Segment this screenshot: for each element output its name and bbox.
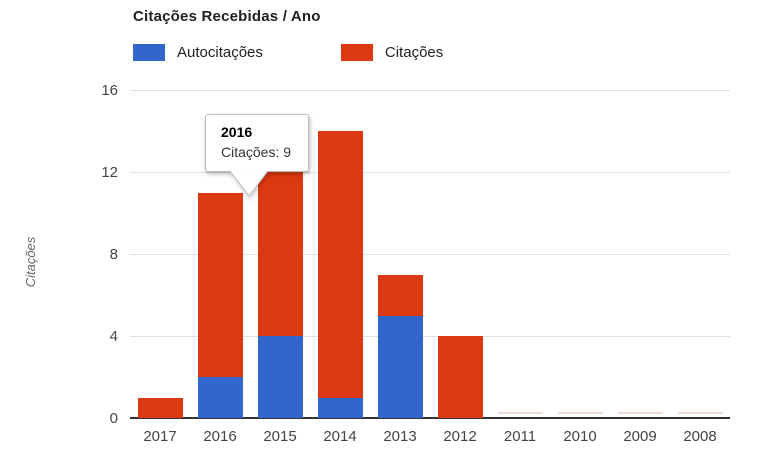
x-tick-label-2016: 2016 bbox=[203, 428, 237, 445]
gridline-4 bbox=[130, 336, 730, 337]
tooltip: 2016 Citações: 9 bbox=[205, 114, 309, 197]
gridline-12 bbox=[130, 172, 730, 173]
y-tick-label-16: 16 bbox=[101, 82, 118, 99]
tooltip-value-line: Citações: 9 bbox=[221, 142, 308, 162]
x-axis-line bbox=[130, 417, 730, 419]
y-tick-label-12: 12 bbox=[101, 164, 118, 181]
x-tick-label-2012: 2012 bbox=[443, 428, 477, 445]
zero-bar-2008[interactable] bbox=[677, 412, 723, 414]
autocitacoes-swatch-icon bbox=[133, 44, 165, 61]
bar-2012-citacoes[interactable] bbox=[437, 336, 483, 418]
x-tick-label-2008: 2008 bbox=[683, 428, 717, 445]
zero-bar-2010[interactable] bbox=[557, 412, 603, 414]
bar-2016-citacoes[interactable] bbox=[197, 192, 243, 377]
chart-title: Citações Recebidas / Ano bbox=[133, 8, 321, 25]
legend: Autocitações Citações bbox=[133, 44, 443, 61]
x-tick-label-2010: 2010 bbox=[563, 428, 597, 445]
zero-bar-2011[interactable] bbox=[497, 412, 543, 414]
tooltip-value: 9 bbox=[283, 144, 292, 160]
bar-2014-citacoes[interactable] bbox=[317, 131, 363, 398]
x-tick-label-2014: 2014 bbox=[323, 428, 357, 445]
plot-area bbox=[130, 90, 730, 419]
zero-bar-2009[interactable] bbox=[617, 412, 663, 414]
gridline-16 bbox=[130, 90, 730, 91]
citacoes-swatch-icon bbox=[340, 44, 373, 61]
y-axis-title: Citações bbox=[23, 236, 38, 288]
bar-2017-citacoes[interactable] bbox=[137, 397, 183, 418]
x-tick-label-2009: 2009 bbox=[623, 428, 657, 445]
y-tick-label-4: 4 bbox=[109, 328, 118, 345]
tooltip-year: 2016 bbox=[221, 124, 253, 140]
bar-2015-autocitacoes[interactable] bbox=[257, 336, 303, 418]
x-tick-label-2015: 2015 bbox=[263, 428, 297, 445]
bar-2013-citacoes[interactable] bbox=[377, 274, 423, 316]
x-tick-label-2011: 2011 bbox=[503, 428, 537, 445]
bar-2016-autocitacoes[interactable] bbox=[197, 377, 243, 418]
y-tick-label-8: 8 bbox=[109, 246, 118, 263]
gridline-8 bbox=[130, 254, 730, 255]
legend-item-autocitacoes: Autocitações bbox=[133, 44, 263, 61]
bar-2014-autocitacoes[interactable] bbox=[317, 397, 363, 418]
y-tick-label-0: 0 bbox=[109, 410, 118, 427]
tooltip-pointer-icon bbox=[229, 170, 269, 197]
bar-2013-autocitacoes[interactable] bbox=[377, 315, 423, 418]
legend-item-citacoes: Citações bbox=[340, 44, 444, 61]
x-tick-label-2017: 2017 bbox=[143, 428, 177, 445]
bar-2015-citacoes[interactable] bbox=[257, 172, 303, 336]
legend-label-autocitacoes: Autocitações bbox=[177, 44, 263, 61]
tooltip-series-label: Citações: bbox=[221, 144, 280, 160]
x-tick-label-2013: 2013 bbox=[383, 428, 417, 445]
legend-label-citacoes: Citações bbox=[384, 44, 444, 61]
